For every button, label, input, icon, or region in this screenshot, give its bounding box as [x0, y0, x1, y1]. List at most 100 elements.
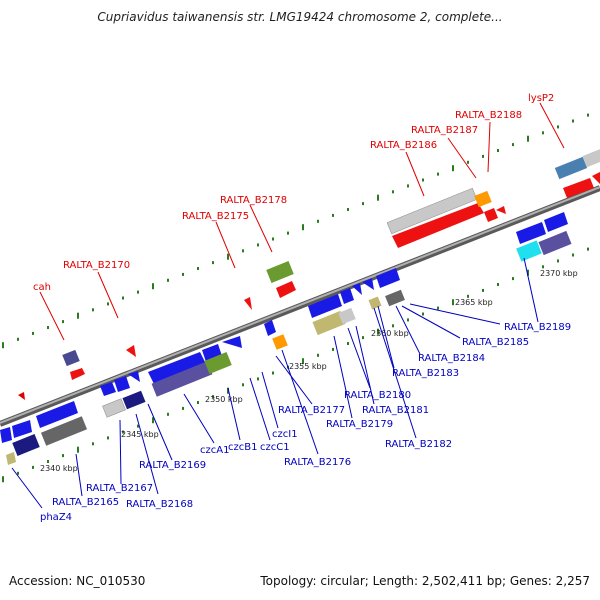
- tick-dot: [182, 272, 184, 276]
- gene-czci1[interactable]: [264, 320, 276, 336]
- gene-label[interactable]: RALTA_B2178: [220, 195, 287, 206]
- gene-ralta-b2175[interactable]: [244, 297, 252, 310]
- tick-dot: [362, 202, 364, 206]
- gene-label[interactable]: RALTA_B2187: [411, 125, 478, 136]
- tick-dot: [137, 424, 139, 428]
- tick-dot: [497, 283, 499, 287]
- gene-label[interactable]: RALTA_B2168: [126, 499, 193, 510]
- gene-ralta-b2176[interactable]: [308, 294, 342, 318]
- gene-label[interactable]: RALTA_B2188: [455, 110, 522, 121]
- gene-ralta-b2165[interactable]: [36, 401, 78, 428]
- forward-genes[interactable]: [18, 148, 600, 400]
- gene-orange-1[interactable]: [272, 334, 288, 350]
- gene-red-b2178b[interactable]: [276, 281, 296, 298]
- gene-label[interactable]: RALTA_B2179: [326, 419, 393, 430]
- gene-blue-1[interactable]: [0, 427, 12, 443]
- gene-czca1[interactable]: [148, 352, 206, 384]
- gene-ralta-b2188[interactable]: [484, 208, 498, 222]
- tick-dot: [377, 194, 379, 201]
- gene-blue-6[interactable]: [340, 288, 354, 304]
- tick-dot: [302, 224, 304, 231]
- gene-ralta-b2186[interactable]: [386, 187, 478, 235]
- gene-ralta-b2180[interactable]: [368, 296, 382, 310]
- tick-dot: [122, 296, 124, 300]
- gene-ralta-b2168[interactable]: [122, 390, 146, 410]
- gene-label[interactable]: cah: [33, 282, 51, 293]
- tick-dot: [362, 336, 364, 340]
- gene-label[interactable]: RALTA_B2169: [139, 460, 206, 471]
- gene-blue-10[interactable]: [544, 212, 568, 232]
- tick-dot: [482, 154, 484, 158]
- gene-phaz4[interactable]: [6, 452, 16, 465]
- reverse-genes[interactable]: [0, 212, 572, 465]
- gene-label[interactable]: czcA1: [200, 445, 229, 456]
- gene-label[interactable]: RALTA_B2167: [86, 483, 153, 494]
- tick-dot: [197, 401, 199, 405]
- gene-labels-top: cah RALTA_B2170 RALTA_B2175 RALTA_B2178 …: [33, 93, 554, 293]
- gene-label[interactable]: RALTA_B2184: [418, 353, 485, 364]
- gene-label[interactable]: czcB1: [228, 442, 257, 453]
- gene-ralta-b2187[interactable]: [474, 190, 492, 208]
- gene-label[interactable]: RALTA_B2183: [392, 368, 459, 379]
- gene-darkpurple[interactable]: [62, 349, 80, 367]
- gene-blue-3[interactable]: [100, 382, 116, 396]
- tick-dot: [107, 302, 109, 306]
- gene-label[interactable]: RALTA_B2165: [52, 497, 119, 508]
- gene-darkblue-1[interactable]: [12, 434, 40, 456]
- gene-label[interactable]: RALTA_B2175: [182, 211, 249, 222]
- gene-ralta-b2167[interactable]: [102, 398, 126, 418]
- map-title: Cupriavidus taiwanensis str. LMG19424 ch…: [97, 10, 503, 24]
- gene-lysp2[interactable]: [554, 156, 588, 180]
- gene-red-small2[interactable]: [496, 206, 506, 214]
- gene-ralta-b2179[interactable]: [338, 307, 356, 325]
- gene-purple-2[interactable]: [538, 230, 572, 256]
- gene-label[interactable]: RALTA_B2182: [385, 439, 452, 450]
- gene-label[interactable]: czcC1: [260, 442, 290, 453]
- tick-dot: [17, 337, 19, 341]
- gene-czcc1[interactable]: [222, 336, 242, 348]
- gene-label[interactable]: czcI1: [272, 429, 298, 440]
- gene-ralta-b2178[interactable]: [266, 261, 294, 283]
- tick-dot: [17, 471, 19, 475]
- gene-gray-1[interactable]: [40, 416, 88, 446]
- tick-dot: [92, 308, 94, 312]
- gene-ralta-b2184[interactable]: [383, 288, 407, 308]
- gene-blue-5[interactable]: [128, 371, 140, 382]
- gene-label[interactable]: RALTA_B2189: [504, 322, 571, 333]
- tick-dot: [467, 160, 469, 164]
- tick-dot: [572, 119, 574, 123]
- gene-red-edge2[interactable]: [592, 172, 600, 184]
- gene-blue-4[interactable]: [114, 376, 130, 392]
- gene-red-arrow[interactable]: [18, 392, 25, 400]
- gene-blue-2[interactable]: [12, 420, 32, 438]
- tick-dot: [317, 353, 319, 357]
- gene-blue-8[interactable]: [362, 278, 374, 290]
- gene-red-long[interactable]: [392, 203, 484, 248]
- gene-ralta-b2177[interactable]: [312, 310, 346, 336]
- gene-purple-long[interactable]: [151, 361, 213, 397]
- gene-cyan-1[interactable]: [516, 240, 542, 262]
- gene-label[interactable]: RALTA_B2170: [63, 260, 130, 271]
- gene-label[interactable]: RALTA_B2177: [278, 405, 345, 416]
- tick-label: 2365 kbp: [455, 298, 493, 307]
- gene-blue-9[interactable]: [376, 268, 400, 288]
- gene-label[interactable]: RALTA_B2186: [370, 140, 437, 151]
- gene-ralta-b2189[interactable]: [516, 222, 546, 244]
- gene-green-1[interactable]: [204, 352, 232, 374]
- gene-label[interactable]: phaZ4: [40, 512, 72, 523]
- gene-cah[interactable]: [70, 368, 85, 380]
- gene-ralta-b2170[interactable]: [126, 345, 136, 357]
- gene-label[interactable]: RALTA_B2181: [362, 405, 429, 416]
- gene-label[interactable]: lysP2: [528, 93, 554, 104]
- accession-text: Accession: NC_010530: [9, 574, 146, 588]
- gene-red-edge[interactable]: [563, 178, 594, 198]
- gene-label[interactable]: RALTA_B2176: [284, 457, 351, 468]
- gene-label[interactable]: RALTA_B2185: [462, 337, 529, 348]
- gene-blue-7[interactable]: [352, 283, 362, 295]
- gene-label[interactable]: RALTA_B2180: [344, 390, 411, 401]
- tick-dot: [212, 395, 214, 399]
- tick-dot: [422, 178, 424, 182]
- leader-lines: [39, 102, 565, 341]
- tick-dot: [242, 249, 244, 253]
